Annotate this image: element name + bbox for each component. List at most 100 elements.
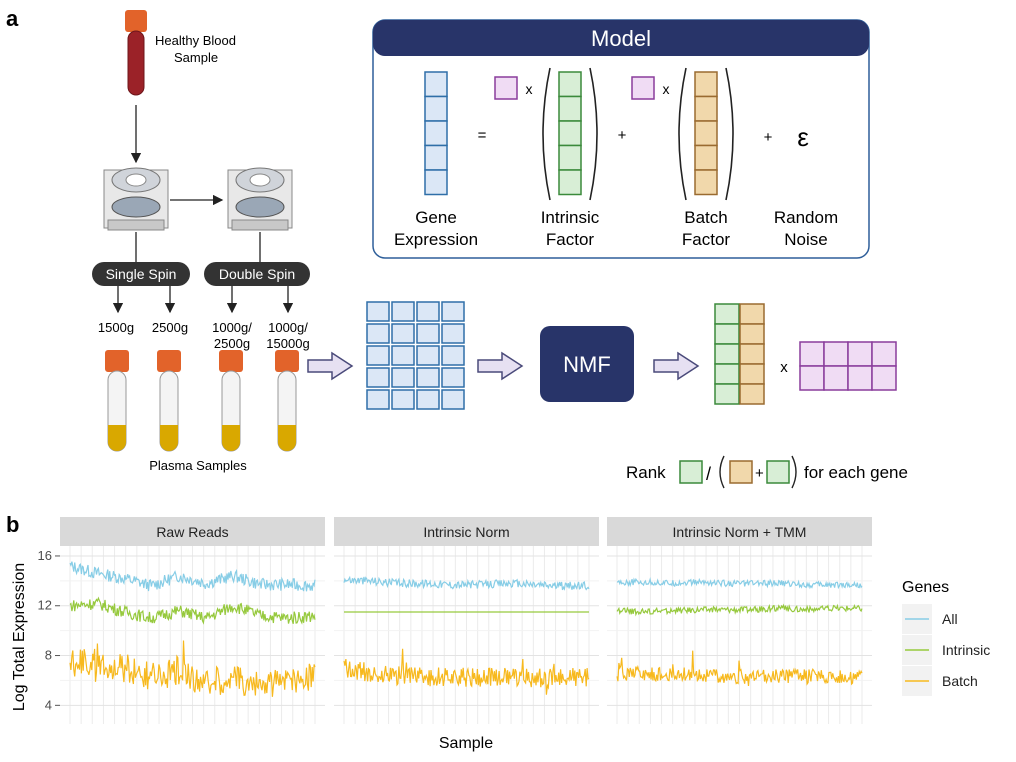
batch-label-2: Factor xyxy=(682,230,731,249)
y-tick-label: 16 xyxy=(38,548,52,563)
gene-expression-cell xyxy=(424,71,448,98)
rank-label: Rank xyxy=(626,463,666,482)
legend-label: Batch xyxy=(942,673,978,689)
plasma-tube-icon xyxy=(105,350,129,452)
spin-4a: 1000g/ xyxy=(268,320,308,335)
matrix-cell xyxy=(441,345,465,366)
single-spin-badge xyxy=(92,262,190,286)
gene-expression-cell xyxy=(424,144,448,171)
eq-times-2: x xyxy=(663,81,670,97)
h-cell xyxy=(847,365,873,391)
gene-expression-cell xyxy=(424,169,448,196)
batch-factor-cell xyxy=(694,95,718,122)
x-axis-label: Sample xyxy=(439,735,493,752)
model-equation xyxy=(424,67,734,201)
nmf-box xyxy=(540,326,634,402)
nmf-label: NMF xyxy=(563,352,611,377)
block-arrow xyxy=(653,351,700,381)
batch-factor-cell xyxy=(694,71,718,98)
rank-green-box xyxy=(766,460,790,484)
matrix-cell xyxy=(366,323,390,344)
rank-green-box xyxy=(679,460,703,484)
matrix-cell xyxy=(391,367,415,388)
bracket-right xyxy=(725,67,734,201)
h-cell xyxy=(823,341,849,367)
eq-plus-1: + xyxy=(618,127,627,144)
w-intrinsic-cell xyxy=(714,303,740,325)
gene-expr-label-2: Expression xyxy=(394,230,478,249)
intrinsic-label-2: Factor xyxy=(546,230,595,249)
series-line-intrinsic xyxy=(69,596,316,625)
bracket-right xyxy=(589,67,598,201)
gene-expression-cell xyxy=(424,120,448,147)
matrix-cell xyxy=(416,301,440,322)
intrinsic-factor-cell xyxy=(558,95,582,122)
intrinsic-factor-cell xyxy=(558,71,582,98)
factor-matrix-w xyxy=(714,303,765,405)
facet-strip xyxy=(334,517,599,546)
h-cell xyxy=(871,341,897,367)
double-spin-label: Double Spin xyxy=(219,266,295,282)
rank-slash: / xyxy=(706,464,711,484)
facet-label: Intrinsic Norm xyxy=(423,524,509,540)
matrix-cell xyxy=(441,301,465,322)
centrifuge-icon xyxy=(227,167,293,231)
w-batch-cell xyxy=(739,383,765,405)
double-spin-badge xyxy=(204,262,310,286)
spin-3b: 2500g xyxy=(214,336,250,351)
eq-equals: = xyxy=(478,127,487,144)
eq-plus-2: + xyxy=(764,129,773,146)
noise-label-2: Noise xyxy=(784,230,827,249)
w-intrinsic-cell xyxy=(714,343,740,365)
series-line-all xyxy=(343,575,590,591)
y-tick-label: 4 xyxy=(45,697,52,712)
facet-strip xyxy=(607,517,872,546)
spin-3a: 1000g/ xyxy=(212,320,252,335)
batch-factor-cell xyxy=(694,144,718,171)
intrinsic-factor-cell xyxy=(558,169,582,196)
series-line-all xyxy=(616,577,863,590)
spin-2500: 2500g xyxy=(152,320,188,335)
plasma-tube-icon xyxy=(275,350,299,452)
block-arrow xyxy=(307,351,354,381)
factor-matrix-h xyxy=(799,341,897,391)
spin-4b: 15000g xyxy=(266,336,309,351)
panel-b-letter: b xyxy=(6,512,19,537)
batch-factor-cell xyxy=(694,120,718,147)
matrix-cell xyxy=(441,389,465,410)
h-cell xyxy=(799,341,825,367)
matrix-cell xyxy=(441,367,465,388)
scalar-box xyxy=(631,76,655,100)
w-batch-cell xyxy=(739,323,765,345)
batch-factor-cell xyxy=(694,169,718,196)
model-title: Model xyxy=(591,26,651,51)
centrifuge-icon xyxy=(103,167,169,231)
line-chart: Raw Reads Intrinsic Norm Intrinsic Norm + … xyxy=(38,517,872,724)
y-tick-label: 8 xyxy=(45,648,52,663)
h-cell xyxy=(823,365,849,391)
intrinsic-label-1: Intrinsic xyxy=(541,208,600,227)
series-line-batch xyxy=(69,640,316,697)
bracket-left xyxy=(542,67,551,201)
intrinsic-factor-cell xyxy=(558,144,582,171)
legend: All Intrinsic Batch xyxy=(902,604,990,696)
epsilon: ε xyxy=(797,122,809,152)
rank-plus: + xyxy=(755,465,764,482)
matrix-cell xyxy=(416,323,440,344)
matrix-cell xyxy=(391,389,415,410)
y-axis-label: Log Total Expression xyxy=(11,563,28,711)
matrix-cell xyxy=(391,301,415,322)
facet-label: Intrinsic Norm + TMM xyxy=(673,524,807,540)
panel-a-letter: a xyxy=(6,6,19,31)
series-line-all xyxy=(69,561,316,592)
bracket-left xyxy=(678,67,687,201)
facet-label: Raw Reads xyxy=(156,524,228,540)
h-cell xyxy=(799,365,825,391)
legend-label: All xyxy=(942,611,958,627)
matrix-cell xyxy=(441,323,465,344)
blood-tube-icon xyxy=(125,10,147,96)
matrix-cell xyxy=(391,323,415,344)
w-batch-cell xyxy=(739,303,765,325)
blood-label-1: Healthy Blood xyxy=(155,33,236,48)
